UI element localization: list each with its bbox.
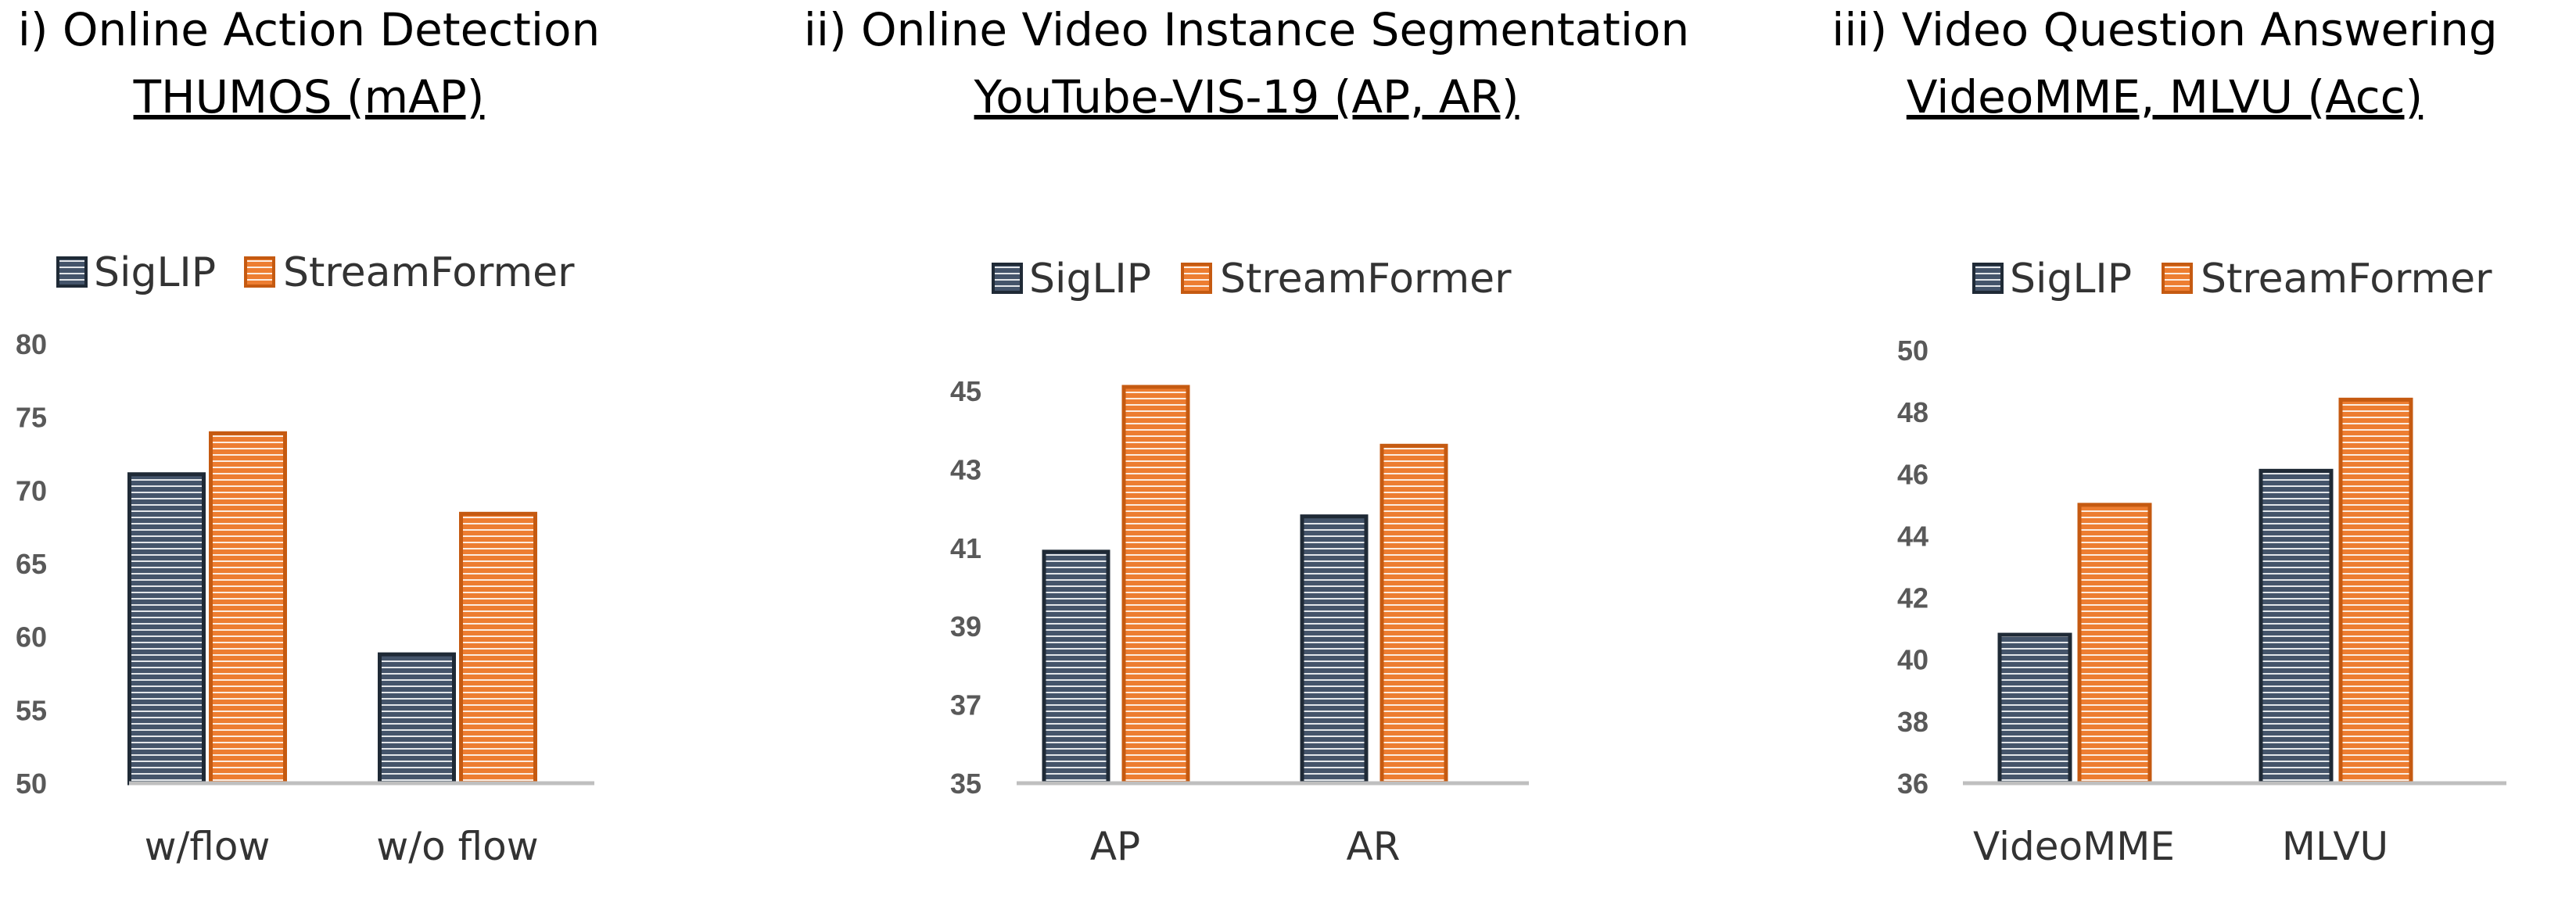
ytick: 50 (1897, 335, 1928, 367)
legend-swatch-siglip (56, 256, 88, 288)
ytick: 60 (16, 621, 47, 653)
legend-label-siglip: SigLIP (2010, 256, 2132, 302)
bar-siglip-w-flow (127, 472, 206, 786)
legend-label-siglip: SigLIP (1029, 256, 1151, 302)
ytick: 80 (16, 328, 47, 360)
ytick: 44 (1897, 520, 1928, 552)
bar-siglip-mlvu (2258, 468, 2334, 786)
panel1-bars (127, 431, 537, 786)
ytick: 40 (1897, 644, 1928, 676)
panel-online-video-instance-segmentation: ii) Online Video Instance Segmentation Y… (804, 3, 1690, 869)
ytick: 36 (1897, 768, 1928, 800)
panel1-subtitle: THUMOS (mAP) (133, 70, 485, 123)
bar-streamformer-ar (1379, 443, 1448, 786)
ytick: 48 (1897, 396, 1928, 428)
bar-streamformer-videomme (2077, 503, 2152, 786)
ytick: 75 (16, 402, 47, 434)
ytick: 38 (1897, 706, 1928, 738)
ytick: 43 (950, 453, 981, 485)
bar-streamformer-mlvu (2338, 397, 2413, 786)
bar-siglip-ar (1300, 514, 1369, 786)
panel3-subtitle: VideoMME, MLVU (Acc) (1907, 70, 2423, 123)
legend-label-streamformer: StreamFormer (1220, 256, 1512, 302)
ytick: 35 (950, 768, 981, 800)
panel-online-action-detection: i) Online Action Detection THUMOS (mAP) … (16, 3, 600, 869)
ytick: 65 (16, 548, 47, 580)
panel3-title: iii) Video Question Answering (1832, 3, 2498, 56)
panel1-x-axis: w/flow w/o flow (145, 824, 539, 869)
panel3-legend: SigLIP StreamFormer (1972, 256, 2492, 302)
xtick-ap: AP (1090, 824, 1140, 869)
xtick-mlvu: MLVU (2282, 824, 2388, 869)
bar-streamformer-ap (1121, 385, 1190, 786)
bar-streamformer-w-flow (209, 431, 287, 786)
legend-label-siglip: SigLIP (94, 249, 216, 296)
panel-video-question-answering: iii) Video Question Answering VideoMME, … (1832, 3, 2506, 869)
panel1-y-axis: 80 75 70 65 60 55 50 (16, 328, 47, 800)
xtick-wo-flow: w/o flow (376, 824, 538, 869)
ytick: 46 (1897, 458, 1928, 490)
xtick-ar: AR (1347, 824, 1401, 869)
legend-swatch-siglip (992, 263, 1023, 294)
xtick-videomme: VideoMME (1973, 824, 2175, 869)
panel2-bars (1042, 385, 1448, 786)
ytick: 50 (16, 768, 47, 800)
bar-siglip-wo-flow (378, 652, 456, 786)
ytick: 42 (1897, 582, 1928, 614)
panel2-y-axis: 45 43 41 39 37 35 (950, 375, 981, 800)
legend-swatch-siglip (1972, 263, 2004, 294)
ytick: 37 (950, 689, 981, 721)
ytick: 55 (16, 694, 47, 726)
panel2-subtitle: YouTube-VIS-19 (AP, AR) (974, 70, 1519, 123)
bar-siglip-videomme (1997, 632, 2072, 786)
bar-streamformer-wo-flow (459, 511, 537, 786)
panel1-legend: SigLIP StreamFormer (56, 249, 575, 296)
panel3-y-axis: 50 48 46 44 42 40 38 36 (1897, 335, 1928, 800)
bar-siglip-ap (1042, 549, 1110, 786)
legend-swatch-streamformer (1181, 263, 1212, 294)
panel3-x-axis: VideoMME MLVU (1973, 824, 2388, 869)
panel1-title: i) Online Action Detection (18, 3, 601, 56)
legend-swatch-streamformer (2162, 263, 2193, 294)
panel2-x-axis: AP AR (1090, 824, 1401, 869)
legend-swatch-streamformer (244, 256, 275, 288)
panel2-legend: SigLIP StreamFormer (992, 256, 1512, 302)
legend-label-streamformer: StreamFormer (283, 249, 575, 296)
ytick: 39 (950, 610, 981, 642)
panel3-bars (1997, 397, 2413, 786)
ytick: 41 (950, 532, 981, 564)
xtick-w-flow: w/flow (145, 824, 271, 869)
ytick: 70 (16, 474, 47, 506)
legend-label-streamformer: StreamFormer (2201, 256, 2492, 302)
ytick: 45 (950, 375, 981, 407)
panel2-title: ii) Online Video Instance Segmentation (804, 3, 1690, 56)
